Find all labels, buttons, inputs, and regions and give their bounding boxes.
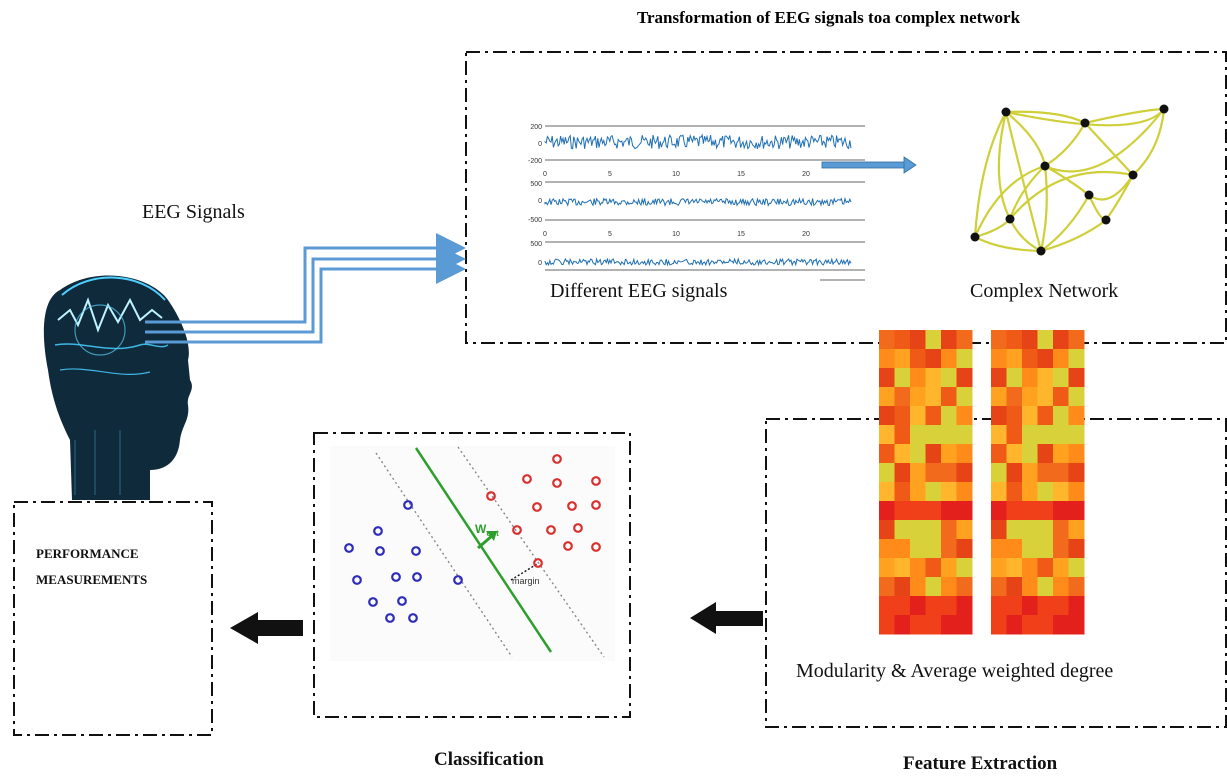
- transformation-title: Transformation of EEG signals toa comple…: [636, 8, 1021, 27]
- plot1-xtick-15: 15: [737, 171, 745, 178]
- svm-w-label: Wopt: [475, 522, 499, 538]
- performance-title-line2: MEASUREMENTS: [36, 572, 148, 587]
- svm-plot: Wopt margin: [330, 446, 615, 661]
- network-nodes: [970, 104, 1169, 256]
- different-eeg-signals-label: Different EEG signals: [550, 280, 728, 302]
- eeg-plots: 200 0 -200 500 0 -500 500 0 0 5 10 15 20…: [528, 124, 865, 281]
- plot2-ytick-mid: 0: [538, 198, 542, 205]
- plot1-xtick-20: 20: [802, 171, 810, 178]
- brain-head-image: [43, 275, 192, 500]
- performance-title-line1: PERFORMANCE: [36, 546, 139, 561]
- plot2-xtick-20: 20: [802, 231, 810, 238]
- plot3-ytick-mid: 0: [538, 260, 542, 267]
- plot2-xtick-0: 0: [543, 231, 547, 238]
- feature-caption: Modularity & Average weighted degree: [796, 660, 1114, 682]
- left-arrow-classification-to-performance: [230, 612, 303, 644]
- plot2-ytick-top: 500: [530, 181, 542, 188]
- transformation-box: [465, 51, 1227, 344]
- plot1-xtick-5: 5: [608, 171, 612, 178]
- complex-network-label: Complex Network: [970, 280, 1119, 302]
- signal-to-network-arrow: [821, 156, 917, 174]
- plot1-xtick-0: 0: [543, 171, 547, 178]
- performance-box: [13, 501, 213, 736]
- plot1-ytick-top: 200: [530, 124, 542, 131]
- plot1-ytick-bot: -200: [528, 158, 542, 165]
- plot3-ytick-top: 500: [530, 241, 542, 248]
- plot2-xtick-15: 15: [737, 231, 745, 238]
- plot2-ytick-bot: -500: [528, 217, 542, 224]
- left-arrow-features-to-classification: [690, 602, 763, 634]
- plot1-xtick-10: 10: [672, 171, 680, 178]
- plot2-xtick-10: 10: [672, 231, 680, 238]
- feature-extraction-title: Feature Extraction: [903, 753, 1058, 774]
- eeg-feed-arrows: [145, 233, 466, 344]
- classification-title: Classification: [434, 749, 544, 770]
- svm-margin-label: margin: [512, 576, 540, 586]
- feature-heatmap-right: [991, 330, 1085, 635]
- performance-title: PERFORMANCE MEASUREMENTS: [36, 541, 147, 593]
- plot2-xtick-5: 5: [608, 231, 612, 238]
- eeg-signals-label: EEG Signals: [142, 201, 245, 223]
- feature-heatmap-left: [879, 330, 973, 635]
- complex-network-graph: [973, 107, 1166, 253]
- classification-box: [313, 432, 631, 718]
- plot1-ytick-mid: 0: [538, 141, 542, 148]
